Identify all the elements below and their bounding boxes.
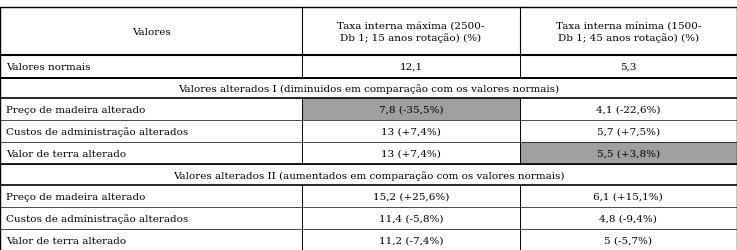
Text: Valores: Valores (132, 28, 170, 36)
Text: 5,5 (+3,8%): 5,5 (+3,8%) (597, 149, 660, 158)
Bar (0, 207, 737, 229)
Bar (520, 143, 737, 165)
Text: Valores alterados II (aumentados em comparação com os valores normais): Valores alterados II (aumentados em comp… (172, 170, 565, 180)
Text: 5 (-5,7%): 5 (-5,7%) (604, 236, 652, 245)
Bar (302, 99, 520, 121)
Text: 11,2 (-7,4%): 11,2 (-7,4%) (379, 236, 443, 245)
Text: 4,8 (-9,4%): 4,8 (-9,4%) (599, 214, 657, 223)
Text: 6,1 (+15,1%): 6,1 (+15,1%) (593, 192, 663, 201)
Bar (0, 229, 737, 250)
Bar (0, 121, 737, 143)
Text: 5,3: 5,3 (620, 63, 637, 72)
Text: 12,1: 12,1 (399, 63, 422, 72)
Text: 13 (+7,4%): 13 (+7,4%) (381, 149, 441, 158)
Text: Valores alterados I (diminuidos em comparação com os valores normais): Valores alterados I (diminuidos em compa… (178, 84, 559, 94)
Text: Preço de madeira alterado: Preço de madeira alterado (6, 192, 145, 201)
Bar (0, 78, 737, 99)
Text: Valor de terra alterado: Valor de terra alterado (6, 236, 126, 245)
Text: 4,1 (-22,6%): 4,1 (-22,6%) (596, 105, 660, 114)
Bar (0, 8, 737, 56)
Bar (0, 185, 737, 207)
Text: Valor de terra alterado: Valor de terra alterado (6, 149, 126, 158)
Text: 5,7 (+7,5%): 5,7 (+7,5%) (597, 127, 660, 136)
Text: Preço de madeira alterado: Preço de madeira alterado (6, 105, 145, 114)
Text: 15,2 (+25,6%): 15,2 (+25,6%) (373, 192, 449, 201)
Text: 11,4 (-5,8%): 11,4 (-5,8%) (379, 214, 443, 223)
Text: Custos de administração alterados: Custos de administração alterados (6, 213, 188, 223)
Bar (0, 165, 737, 185)
Text: 13 (+7,4%): 13 (+7,4%) (381, 127, 441, 136)
Text: Taxa interna mínima (1500-
Db 1; 45 anos rotação) (%): Taxa interna mínima (1500- Db 1; 45 anos… (556, 21, 701, 42)
Bar (0, 99, 737, 121)
Text: 7,8 (-35,5%): 7,8 (-35,5%) (379, 105, 443, 114)
Text: Valores normais: Valores normais (6, 63, 91, 72)
Text: Custos de administração alterados: Custos de administração alterados (6, 127, 188, 137)
Text: Taxa interna máxima (2500-
Db 1; 15 anos rotação) (%): Taxa interna máxima (2500- Db 1; 15 anos… (338, 21, 484, 42)
Bar (0, 56, 737, 78)
Bar (0, 143, 737, 165)
